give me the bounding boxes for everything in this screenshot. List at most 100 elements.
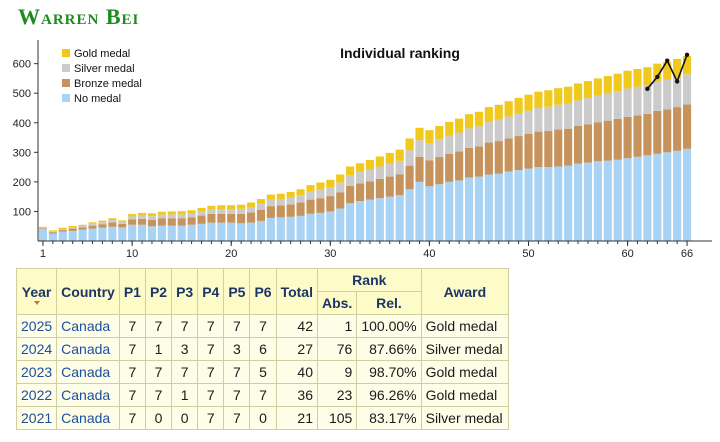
bar-segment	[375, 198, 384, 241]
country-link[interactable]: Canada	[61, 318, 111, 334]
cell-p3: 3	[171, 337, 199, 361]
bar-segment	[167, 225, 176, 241]
total-header[interactable]: Total	[275, 268, 318, 315]
bar-segment	[673, 150, 682, 241]
bar-segment	[514, 97, 523, 114]
p6-header[interactable]: P6	[249, 268, 277, 315]
bar-segment	[306, 191, 315, 200]
bar-segment	[38, 226, 48, 228]
bar-segment	[58, 231, 67, 241]
cell-abs: 105	[316, 406, 358, 430]
cell-p2: 7	[144, 314, 173, 338]
table-row: 2023 Canada 7 7 7 7 7 5 40 9 98.70% Gold medal	[15, 360, 510, 384]
x-tick-label: 10	[126, 248, 138, 260]
bar-segment	[58, 230, 67, 232]
bar-segment	[554, 166, 563, 241]
p4-header[interactable]: P4	[197, 268, 225, 315]
cell-year[interactable]: 2025	[15, 314, 58, 338]
bar-segment	[613, 118, 622, 160]
cell-p2: 1	[144, 337, 173, 361]
cell-p1: 7	[118, 314, 146, 338]
cell-total: 36	[275, 383, 318, 407]
cell-year[interactable]: 2024	[15, 337, 58, 361]
legend-swatch	[62, 49, 70, 57]
cell-p5: 7	[223, 406, 251, 430]
bar-segment	[593, 95, 602, 123]
bar-segment	[157, 218, 166, 226]
bar-segment	[494, 104, 503, 120]
country-header[interactable]: Country	[56, 268, 120, 315]
year-link[interactable]: 2022	[21, 387, 53, 403]
cell-p6: 0	[249, 406, 277, 430]
bar-segment	[237, 213, 246, 224]
year-link[interactable]: 2021	[21, 410, 53, 426]
bar-segment	[534, 91, 543, 108]
cell-p6: 7	[249, 314, 277, 338]
bar-segment	[395, 160, 404, 175]
table-header-row: Year Country P1 P2 P3 P4 P5 P6 Total Ran…	[15, 268, 510, 315]
rank-rel-header[interactable]: Rel.	[356, 291, 422, 315]
bar-segment	[346, 186, 355, 204]
year-link[interactable]: 2023	[21, 364, 53, 380]
bar-segment	[246, 222, 256, 241]
bar-segment	[316, 198, 325, 213]
bar-segment	[673, 77, 682, 108]
bar-segment	[128, 214, 137, 217]
bar-segment	[256, 199, 266, 204]
bar-segment	[58, 228, 67, 231]
bar-segment	[573, 83, 583, 101]
bar-segment	[643, 155, 652, 241]
individual-ranking-chart: 100 200 300 400 500 600 1 10 20 30 40 50 60 66 Individ…	[13, 40, 712, 260]
country-link[interactable]: Canada	[61, 364, 111, 380]
p1-header[interactable]: P1	[118, 268, 146, 315]
country-link[interactable]: Canada	[61, 387, 111, 403]
bar-segment	[484, 142, 493, 175]
bar-segment	[395, 174, 404, 196]
bar-segment	[405, 150, 414, 166]
cell-year[interactable]: 2023	[15, 360, 58, 384]
bar-segment	[603, 76, 612, 94]
rank-abs-header[interactable]: Abs.	[316, 291, 358, 315]
year-link[interactable]: 2025	[21, 318, 53, 334]
cell-country[interactable]: Canada	[56, 360, 120, 384]
bar-segment	[365, 181, 375, 200]
bar-segment	[504, 138, 513, 172]
cell-country[interactable]: Canada	[56, 383, 120, 407]
bar-segment	[256, 203, 266, 210]
bar-segment	[128, 224, 137, 241]
bar-segment	[266, 206, 275, 218]
bar-segment	[237, 204, 246, 209]
bar-segment	[177, 211, 186, 215]
bar-segment	[78, 227, 87, 230]
bar-segment	[316, 182, 325, 190]
bar-segment	[336, 182, 345, 193]
cell-country[interactable]: Canada	[56, 406, 120, 430]
cell-p3: 7	[171, 314, 199, 338]
award-header[interactable]: Award	[420, 268, 510, 315]
country-link[interactable]: Canada	[61, 341, 111, 357]
country-link[interactable]: Canada	[61, 410, 111, 426]
year-header[interactable]: Year	[15, 268, 58, 315]
cell-year[interactable]: 2021	[15, 406, 58, 430]
bar-segment	[346, 175, 355, 187]
cell-year[interactable]: 2022	[15, 383, 58, 407]
p5-header[interactable]: P5	[223, 268, 251, 315]
p2-header[interactable]: P2	[144, 268, 173, 315]
rank-point	[665, 58, 670, 63]
cell-country[interactable]: Canada	[56, 337, 120, 361]
cell-country[interactable]: Canada	[56, 314, 120, 338]
p3-header[interactable]: P3	[171, 268, 199, 315]
bar-segment	[564, 165, 573, 242]
bar-segment	[108, 226, 117, 241]
bar-segment	[137, 212, 147, 216]
cell-abs: 76	[316, 337, 358, 361]
cell-total: 27	[275, 337, 318, 361]
bar-segment	[336, 208, 345, 241]
bar-segment	[227, 213, 236, 223]
bar-segment	[98, 222, 107, 225]
bar-segment	[137, 215, 147, 219]
year-link[interactable]: 2024	[21, 341, 53, 357]
table-subheader-row: Abs. Rel.	[17, 291, 509, 315]
cell-p4: 7	[197, 383, 225, 407]
bar-segment	[583, 162, 593, 241]
